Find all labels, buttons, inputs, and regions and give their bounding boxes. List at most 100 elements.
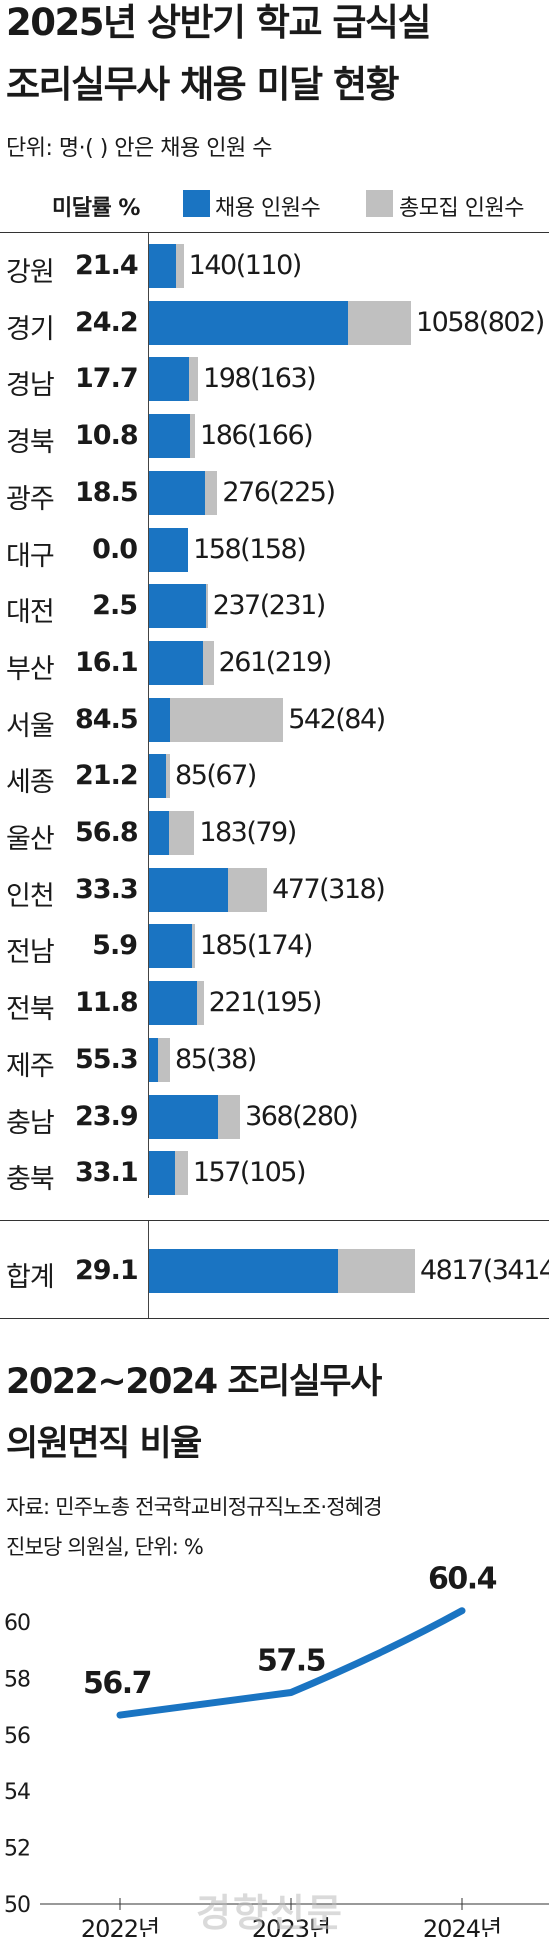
region-label: 부산 [6, 653, 55, 685]
bar-hired [149, 811, 169, 855]
shortfall-rate: 16.1 [75, 646, 139, 678]
bar-hired [149, 300, 348, 345]
bar-value-label: 186(166) [200, 420, 314, 452]
bar-unfilled [347, 300, 411, 345]
y-tick-label: 58 [4, 1667, 30, 1692]
shortfall-rate: 18.5 [75, 476, 139, 508]
rate-column-header: 미달률 % [52, 196, 140, 221]
bar-row: 광주 18.5 276(225) [0, 469, 549, 517]
source-line-1: 자료: 민주노총 전국학교비정규직노조·정혜경 [6, 1495, 383, 1519]
bar-unfilled [227, 867, 268, 912]
bar-hired [149, 244, 177, 288]
region-label: 전남 [6, 937, 55, 969]
chart-title-line-1: 2025년 상반기 학교 급식실 [6, 1, 431, 44]
bar-hired [149, 1151, 175, 1196]
bar-unfilled [206, 584, 208, 629]
bar-hired [149, 924, 193, 969]
bar-unfilled [203, 640, 214, 685]
header-divider [0, 232, 549, 233]
unit-note: 단위: 명·( ) 안은 채용 인원 수 [6, 136, 272, 161]
legend-swatch-recruited [366, 190, 393, 217]
y-tick-label: 56 [4, 1724, 30, 1749]
total-divider [0, 1220, 549, 1221]
bar-row: 경기 24.2 1058(802) [0, 299, 549, 347]
bar-unfilled [176, 244, 184, 288]
bar-unfilled [165, 754, 171, 799]
bar-row: 충남 23.9 368(280) [0, 1093, 549, 1141]
shortfall-rate: 33.3 [75, 873, 139, 905]
region-label: 충북 [6, 1164, 55, 1196]
bar-unfilled [218, 1094, 241, 1139]
shortfall-rate: 2.5 [92, 590, 138, 622]
bar-row: 경남 17.7 198(163) [0, 355, 549, 403]
bar-unfilled [158, 1037, 171, 1082]
bar-value-label: 261(219) [218, 646, 333, 678]
total-row: 합계 29.1 4817(3414) [0, 1247, 549, 1295]
bar-value-label: 157(105) [192, 1157, 307, 1189]
shortfall-rate: 33.1 [75, 1157, 139, 1189]
bar-row: 인천 33.3 477(318) [0, 866, 549, 914]
region-label: 서울 [6, 710, 55, 742]
bar-row: 서울 84.5 542(84) [0, 696, 549, 744]
bar-hired [149, 357, 190, 402]
shortfall-rate: 21.4 [75, 250, 139, 281]
bar-value-label: 140(110) [188, 250, 303, 281]
watermark: 경향신문 [196, 1891, 344, 1935]
total-label: 합계 [6, 1262, 55, 1293]
shortfall-rate: 21.2 [75, 760, 139, 792]
bar-value-label: 221(195) [208, 987, 323, 1019]
bar-hired [149, 754, 166, 799]
bar-hired [149, 867, 228, 912]
bar-unfilled [192, 924, 195, 969]
bar-unfilled [175, 1151, 188, 1196]
bar-value-label: 85(67) [175, 760, 257, 792]
bar-value-label: 368(280) [245, 1100, 359, 1132]
total-axis-line [148, 1221, 149, 1319]
legend-label-recruited: 총모집 인원수 [399, 196, 524, 221]
bar-value-label: 542(84) [288, 703, 386, 735]
data-label: 57.5 [257, 1644, 325, 1679]
region-label: 대전 [6, 597, 55, 629]
y-tick-label: 60 [4, 1611, 30, 1636]
shortfall-rate: 5.9 [92, 930, 138, 962]
region-label: 세종 [6, 767, 55, 799]
region-label: 전북 [6, 994, 55, 1026]
shortfall-rate: 17.7 [75, 363, 139, 395]
x-tick-label: 2023년 [252, 1915, 330, 1937]
legend-label-hired: 채용 인원수 [215, 196, 321, 221]
x-tick-label: 2022년 [81, 1915, 159, 1937]
region-label: 대구 [6, 540, 55, 572]
region-label: 제주 [6, 1050, 55, 1082]
section-divider [0, 1318, 549, 1319]
bar-hired [149, 697, 170, 742]
bar-row: 충북 33.1 157(105) [0, 1149, 549, 1197]
legend-swatch-hired [183, 190, 210, 217]
bar-value-label: 183(79) [199, 817, 297, 848]
bar-value-label: 237(231) [212, 590, 327, 622]
region-label: 인천 [6, 880, 55, 912]
bar-hired [149, 1037, 159, 1082]
shortfall-rate: 23.9 [75, 1100, 139, 1132]
bar-unfilled [169, 697, 284, 742]
shortfall-rate: 56.8 [75, 817, 139, 848]
bar-hired [149, 414, 191, 459]
series-line [116, 1607, 466, 1719]
shortfall-rate: 10.8 [75, 420, 139, 452]
bar-value-label: 158(158) [193, 533, 307, 565]
bar-hired [149, 470, 205, 515]
y-tick-label: 52 [4, 1837, 30, 1862]
bar-value-label: 198(163) [203, 363, 317, 395]
line-title-line-2: 의원면직 비율 [6, 1424, 202, 1464]
line-title-line-1: 2022~2024 조리실무사 [6, 1362, 382, 1402]
bar-unfilled [204, 470, 218, 515]
bar-unfilled [168, 811, 195, 855]
shortfall-rate: 55.3 [75, 1043, 139, 1075]
y-tick-label: 50 [4, 1893, 30, 1918]
region-label: 경기 [6, 313, 55, 345]
bar-row: 전북 11.8 221(195) [0, 979, 549, 1027]
shortfall-rate: 11.8 [75, 987, 139, 1019]
bar-value-label: 85(38) [175, 1043, 257, 1075]
source-line-2: 진보당 의원실, 단위: % [6, 1535, 204, 1559]
line-chart: 60 58 56 54 52 50 2022년 2023년 2024년 56.7 57.5 60.4 [4, 1562, 549, 1937]
bar-row: 세종 21.2 85(67) [0, 752, 549, 800]
